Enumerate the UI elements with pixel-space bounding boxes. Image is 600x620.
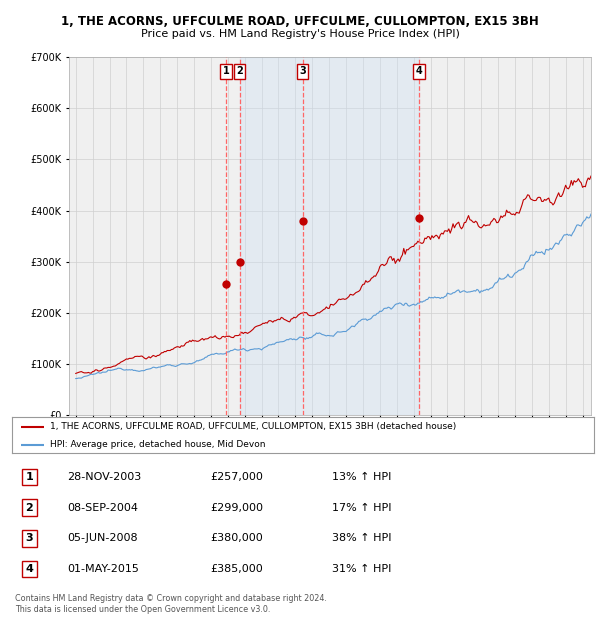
Text: 31% ↑ HPI: 31% ↑ HPI	[332, 564, 391, 574]
Bar	[239, 57, 419, 415]
Text: 08-SEP-2004: 08-SEP-2004	[67, 503, 138, 513]
Text: 28-NOV-2003: 28-NOV-2003	[67, 472, 142, 482]
Text: 01-MAY-2015: 01-MAY-2015	[67, 564, 139, 574]
Text: HPI: Average price, detached house, Mid Devon: HPI: Average price, detached house, Mid …	[50, 440, 265, 449]
Text: 4: 4	[416, 66, 422, 76]
Text: 05-JUN-2008: 05-JUN-2008	[67, 533, 138, 544]
Text: 1: 1	[26, 472, 34, 482]
Text: £299,000: £299,000	[210, 503, 263, 513]
Text: £380,000: £380,000	[210, 533, 263, 544]
Text: 4: 4	[26, 564, 34, 574]
Text: 1: 1	[223, 66, 230, 76]
Text: 38% ↑ HPI: 38% ↑ HPI	[332, 533, 392, 544]
Text: 13% ↑ HPI: 13% ↑ HPI	[332, 472, 391, 482]
Text: 3: 3	[299, 66, 306, 76]
Text: 3: 3	[26, 533, 33, 544]
Text: This data is licensed under the Open Government Licence v3.0.: This data is licensed under the Open Gov…	[15, 605, 271, 614]
Text: Price paid vs. HM Land Registry's House Price Index (HPI): Price paid vs. HM Land Registry's House …	[140, 29, 460, 39]
Text: 2: 2	[26, 503, 34, 513]
Text: Contains HM Land Registry data © Crown copyright and database right 2024.: Contains HM Land Registry data © Crown c…	[15, 594, 327, 603]
Text: 1, THE ACORNS, UFFCULME ROAD, UFFCULME, CULLOMPTON, EX15 3BH: 1, THE ACORNS, UFFCULME ROAD, UFFCULME, …	[61, 16, 539, 28]
Text: £385,000: £385,000	[210, 564, 263, 574]
Text: 2: 2	[236, 66, 243, 76]
Text: 17% ↑ HPI: 17% ↑ HPI	[332, 503, 392, 513]
Text: £257,000: £257,000	[210, 472, 263, 482]
Text: 1, THE ACORNS, UFFCULME ROAD, UFFCULME, CULLOMPTON, EX15 3BH (detached house): 1, THE ACORNS, UFFCULME ROAD, UFFCULME, …	[50, 422, 456, 431]
